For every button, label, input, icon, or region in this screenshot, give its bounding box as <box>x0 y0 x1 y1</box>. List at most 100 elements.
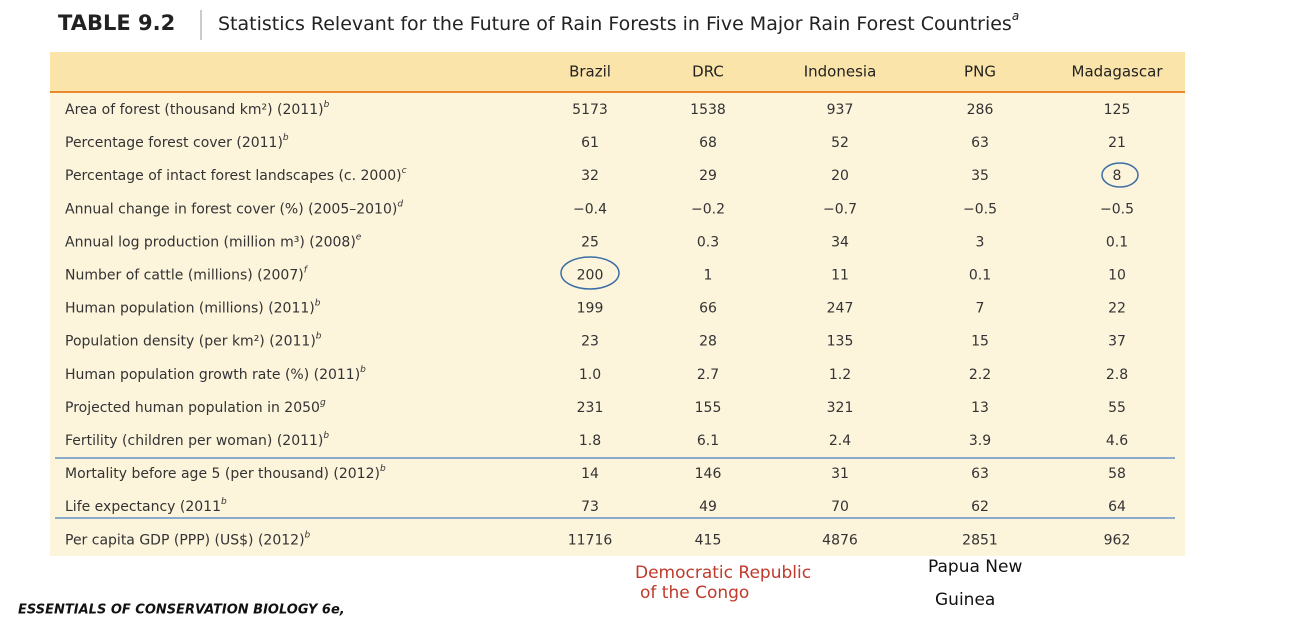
row-label-text: Projected human population in 2050 <box>65 400 320 416</box>
row-label-text: Number of cattle (millions) (2007) <box>65 268 304 284</box>
highlight-circle <box>560 256 620 290</box>
cell: 231 <box>577 400 604 416</box>
annotation: Papua New <box>928 557 1022 577</box>
row-label-text: Fertility (children per woman) (2011) <box>65 433 323 449</box>
cell: 61 <box>581 135 599 151</box>
row-label-note: c <box>402 166 407 176</box>
cell: 10 <box>1108 268 1126 284</box>
row-label: Projected human population in 2050g <box>65 397 326 416</box>
cell: 3.9 <box>969 433 991 449</box>
row-label: Per capita GDP (PPP) (US$) (2012)b <box>65 530 311 549</box>
footer: ESSENTIALS OF CONSERVATION BIOLOGY 6e, <box>18 603 345 618</box>
caption-note: a <box>1012 9 1019 23</box>
cell: −0.5 <box>1100 201 1134 217</box>
cell: 35 <box>971 168 989 184</box>
cell: 29 <box>699 168 717 184</box>
cell: 28 <box>699 334 717 350</box>
cell: 962 <box>1104 532 1131 548</box>
cell: 1538 <box>690 102 726 118</box>
cell: 146 <box>695 466 722 482</box>
cell: 286 <box>967 102 994 118</box>
row-label-text: Per capita GDP (PPP) (US$) (2012) <box>65 532 305 548</box>
row-label-note: d <box>397 199 403 209</box>
cell: 68 <box>699 135 717 151</box>
cell: 13 <box>971 400 989 416</box>
row-label-note: b <box>380 464 386 474</box>
cell: 55 <box>1108 400 1126 416</box>
cell: 200 <box>577 268 604 284</box>
cell: 1.2 <box>829 367 851 383</box>
cell: 1 <box>704 268 713 284</box>
column-header: Indonesia <box>804 63 877 81</box>
header-background <box>50 52 1185 92</box>
row-label-note: b <box>305 530 311 540</box>
cell: 34 <box>831 234 849 250</box>
cell: 2851 <box>962 532 998 548</box>
cell: −0.7 <box>823 201 857 217</box>
row-label: Annual change in forest cover (%) (2005–… <box>65 199 403 218</box>
cell: 155 <box>695 400 722 416</box>
cell: 4.6 <box>1106 433 1128 449</box>
cell: 8 <box>1113 168 1122 184</box>
table-caption: Statistics Relevant for the Future of Ra… <box>218 9 1019 35</box>
cell: 62 <box>971 499 989 515</box>
row-label: Annual log production (million m³) (2008… <box>65 232 362 251</box>
row-label-text: Human population (millions) (2011) <box>65 301 315 317</box>
cell: 22 <box>1108 301 1126 317</box>
cell: 64 <box>1108 499 1126 515</box>
column-header: PNG <box>964 63 996 81</box>
cell: −0.4 <box>573 201 607 217</box>
row-label-text: Mortality before age 5 (per thousand) (2… <box>65 466 380 482</box>
row-label-text: Population density (per km²) (2011) <box>65 334 316 350</box>
row-label: Area of forest (thousand km²) (2011)b <box>65 100 330 119</box>
cell: 415 <box>695 532 722 548</box>
cell: 70 <box>831 499 849 515</box>
row-label: Population density (per km²) (2011)b <box>65 331 322 350</box>
cell: 2.8 <box>1106 367 1128 383</box>
cell: 3 <box>976 234 985 250</box>
cell: 66 <box>699 301 717 317</box>
cell: 135 <box>827 334 854 350</box>
cell: 73 <box>581 499 599 515</box>
row-label-note: b <box>315 298 321 308</box>
cell: 15 <box>971 334 989 350</box>
cell: 11 <box>831 268 849 284</box>
cell: 2.7 <box>697 367 719 383</box>
cell: 11716 <box>568 532 613 548</box>
cell: 31 <box>831 466 849 482</box>
cell: 58 <box>1108 466 1126 482</box>
cell: 0.3 <box>697 234 719 250</box>
annotation: Guinea <box>935 590 995 610</box>
row-label-text: Percentage of intact forest landscapes (… <box>65 168 402 184</box>
cell: 63 <box>971 466 989 482</box>
row-label-note: g <box>320 397 326 407</box>
cell: 14 <box>581 466 599 482</box>
row-label-text: Annual log production (million m³) (2008… <box>65 234 356 250</box>
column-header: Brazil <box>569 63 611 81</box>
cell: 23 <box>581 334 599 350</box>
row-label: Human population (millions) (2011)b <box>65 298 321 317</box>
cell: 37 <box>1108 334 1126 350</box>
cell: 7 <box>976 301 985 317</box>
row-label-note: b <box>324 100 330 110</box>
row-label: Percentage forest cover (2011)b <box>65 133 289 152</box>
cell: 25 <box>581 234 599 250</box>
cell: −0.5 <box>963 201 997 217</box>
cell: 63 <box>971 135 989 151</box>
table-background <box>50 52 1185 556</box>
cell: 49 <box>699 499 717 515</box>
cell: 4876 <box>822 532 858 548</box>
cell: 5173 <box>572 102 608 118</box>
cell: 1.8 <box>579 433 601 449</box>
row-label-note: b <box>360 364 366 374</box>
row-label-text: Human population growth rate (%) (2011) <box>65 367 360 383</box>
row-label-note: b <box>283 133 289 143</box>
row-label: Life expectancy (2011b <box>65 497 227 516</box>
cell: 2.2 <box>969 367 991 383</box>
cell: 21 <box>1108 135 1126 151</box>
row-label: Human population growth rate (%) (2011)b <box>65 364 366 383</box>
cell: 0.1 <box>1106 234 1128 250</box>
caption-text: Statistics Relevant for the Future of Ra… <box>218 13 1012 35</box>
row-label-note: f <box>304 265 309 275</box>
